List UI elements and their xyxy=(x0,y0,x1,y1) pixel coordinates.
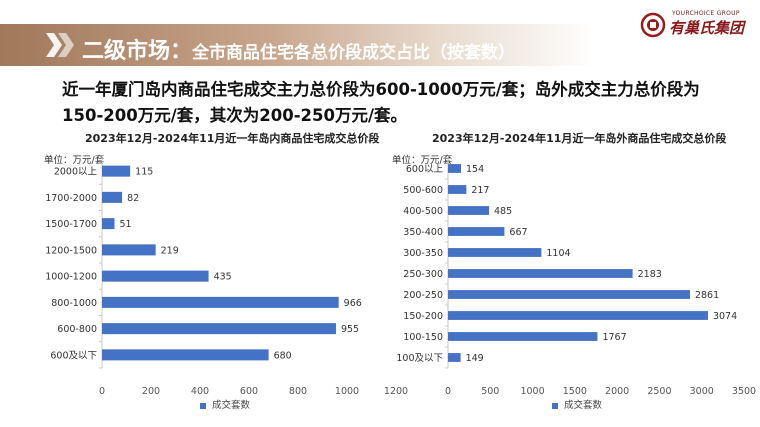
left-category-label: 600-800 xyxy=(57,324,97,335)
right-x-tick-label: 2500 xyxy=(647,386,671,397)
right-bar xyxy=(448,206,490,215)
logo-name: 有巢氏集团 xyxy=(669,19,745,37)
right-data-label: 1104 xyxy=(546,248,570,259)
left-bar xyxy=(102,244,156,256)
left-chart-title: 2023年12月-2024年11月近一年岛内商品住宅成交总价段 xyxy=(85,132,380,145)
left-chart-unit: 单位：万元/套 xyxy=(44,155,105,166)
left-data-label: 955 xyxy=(341,324,359,335)
left-category-label: 1200-1500 xyxy=(45,245,97,256)
right-data-label: 154 xyxy=(466,164,484,175)
headline-text: 近一年厦门岛内商品住宅成交主力总价段为600-1000万元/套；岛外成交主力总价… xyxy=(62,80,700,125)
left-bar xyxy=(102,323,336,335)
right-bar xyxy=(448,311,708,320)
right-x-tick-label: 2000 xyxy=(605,386,629,397)
left-x-tick-label: 200 xyxy=(142,386,160,397)
left-data-label: 680 xyxy=(274,350,292,361)
left-legend-label: 成交套数 xyxy=(212,400,251,411)
left-category-label: 600及以下 xyxy=(50,350,97,361)
left-data-label: 966 xyxy=(344,298,362,309)
left-category-label: 800-1000 xyxy=(51,298,97,309)
left-category-label: 1500-1700 xyxy=(45,219,97,230)
right-x-tick-label: 3500 xyxy=(732,386,756,397)
right-category-label: 400-500 xyxy=(403,206,443,217)
left-category-label: 1000-1200 xyxy=(45,272,97,283)
left-data-label: 435 xyxy=(214,272,232,283)
right-category-label: 100及以下 xyxy=(396,353,443,364)
right-bar xyxy=(448,290,690,299)
legend-swatch xyxy=(200,402,206,409)
left-bar xyxy=(102,270,209,282)
left-bar xyxy=(102,349,269,361)
right-category-label: 100-150 xyxy=(403,332,443,343)
right-chart-legend: 成交套数 xyxy=(552,397,602,411)
right-category-label: 150-200 xyxy=(403,311,443,322)
right-legend-label: 成交套数 xyxy=(564,400,603,411)
left-x-tick-label: 800 xyxy=(289,386,307,397)
right-bar xyxy=(448,227,505,236)
right-data-label: 667 xyxy=(509,227,527,238)
page-title-main: 二级市场： xyxy=(82,39,193,64)
page-title-sub: 全市商品住宅各总价段成交占比（按套数） xyxy=(192,43,516,63)
right-x-tick-label: 1500 xyxy=(563,386,587,397)
legend-swatch xyxy=(552,402,558,409)
left-bar-chart: 2000以上 115 1700-2000 82 1500-1700 51 1200-1500… xyxy=(45,157,408,397)
left-bar xyxy=(102,165,131,177)
left-x-tick-label: 600 xyxy=(240,386,258,397)
left-bar xyxy=(102,296,339,308)
double-chevron-icon xyxy=(46,33,74,57)
right-bar-chart: 600以上 154 500-600 217 400-500 485 350-400 667 30… xyxy=(396,157,756,397)
right-bar xyxy=(448,248,542,257)
right-category-label: 250-300 xyxy=(403,269,443,280)
right-bar xyxy=(448,353,461,362)
right-category-label: 300-350 xyxy=(403,248,443,259)
right-data-label: 149 xyxy=(466,353,484,364)
right-category-label: 200-250 xyxy=(403,290,443,301)
left-x-tick-label: 0 xyxy=(99,386,105,397)
left-data-label: 51 xyxy=(119,219,131,230)
right-bar xyxy=(448,164,462,173)
right-data-label: 2861 xyxy=(695,290,719,301)
right-data-label: 2183 xyxy=(638,269,662,280)
left-bar xyxy=(102,218,115,230)
right-bar xyxy=(448,269,633,278)
right-category-label: 600以上 xyxy=(406,164,444,175)
right-x-tick-label: 3000 xyxy=(690,386,714,397)
left-x-tick-label: 400 xyxy=(191,386,209,397)
left-x-tick-label: 1200 xyxy=(384,386,408,397)
right-x-tick-label: 0 xyxy=(445,386,451,397)
left-x-tick-label: 1000 xyxy=(335,386,359,397)
company-logo-icon xyxy=(640,12,666,38)
right-x-tick-label: 500 xyxy=(481,386,499,397)
left-data-label: 115 xyxy=(135,167,153,178)
right-bar xyxy=(448,185,467,194)
left-data-label: 82 xyxy=(127,193,139,204)
logo-tagline: YOURCHOICE GROUP xyxy=(672,10,740,17)
right-category-label: 500-600 xyxy=(403,185,443,196)
right-data-label: 217 xyxy=(471,185,489,196)
right-data-label: 3074 xyxy=(713,311,737,322)
title-banner xyxy=(0,24,595,66)
left-category-label: 1700-2000 xyxy=(45,193,97,204)
left-chart-legend: 成交套数 xyxy=(200,397,250,411)
right-category-label: 350-400 xyxy=(403,227,443,238)
right-chart-unit: 单位：万元/套 xyxy=(392,155,453,166)
right-data-label: 1767 xyxy=(602,332,626,343)
page-title: 二级市场：全市商品住宅各总价段成交占比（按套数） xyxy=(82,33,515,65)
right-data-label: 485 xyxy=(494,206,512,217)
left-category-label: 2000以上 xyxy=(54,167,98,178)
right-bar xyxy=(448,332,598,341)
left-data-label: 219 xyxy=(161,245,179,256)
right-chart-title: 2023年12月-2024年11月近一年岛外商品住宅成交总价段 xyxy=(432,132,727,145)
left-bar xyxy=(102,191,123,203)
right-x-tick-label: 1000 xyxy=(520,386,544,397)
